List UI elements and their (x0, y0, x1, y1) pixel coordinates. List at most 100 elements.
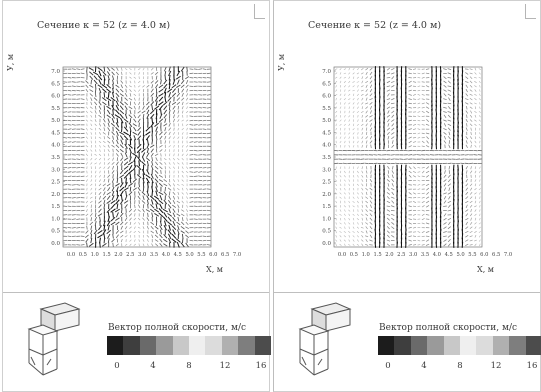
x-tick-label: 1.0 (362, 252, 370, 258)
velocity-vectors (63, 66, 211, 248)
x-tick-label: 3.0 (138, 252, 146, 258)
legend-swatch (509, 336, 526, 355)
legend-swatch (254, 336, 272, 355)
legend-swatch (123, 336, 140, 355)
y-tick-label: 1.5 (51, 204, 60, 210)
y-tick-label: 6.0 (322, 94, 331, 100)
section-title: Сечение к = 52 (z = 4.0 м) (308, 20, 442, 31)
x-tick-label: 4.0 (162, 252, 170, 258)
legend-tick-label: 12 (219, 361, 231, 371)
legend-swatch (525, 336, 541, 355)
legend-swatch (156, 336, 173, 355)
velocity-vectors (334, 66, 482, 248)
panel-left: Сечение к = 52 (z = 4.0 м) У, м 0.0 0.5 1.… (2, 0, 272, 392)
y-tick-label: 0.0 (322, 241, 331, 247)
legend-tick-label: 8 (457, 361, 463, 371)
x-tick-label: 2.0 (114, 252, 122, 258)
y-tick-label: 0.0 (51, 241, 60, 247)
x-tick-label: 4.5 (174, 252, 182, 258)
x-tick-label: 5.5 (197, 252, 205, 258)
legend-ticks: 0 4 8 12 16 (378, 361, 541, 373)
x-tick-label: 7.0 (233, 252, 241, 258)
x-tick-label: 4.0 (433, 252, 441, 258)
y-tick-label: 4.5 (322, 130, 331, 136)
y-tick-label: 2.0 (322, 192, 331, 198)
velocity-field-plot: 0.00.51.01.52.02.53.03.54.04.55.05.56.06… (51, 66, 241, 258)
legend-swatch (139, 336, 157, 355)
legend-tick-label: 0 (114, 361, 120, 371)
legend-color-bar (107, 336, 272, 355)
y-tick-label: 4.0 (322, 143, 331, 149)
y-tick-label: 7.0 (51, 69, 60, 75)
corner-fold-icon (525, 4, 536, 19)
x-tick-label: 1.0 (91, 252, 99, 258)
x-tick-label: 5.5 (468, 252, 476, 258)
y-axis-label: У, м (6, 53, 15, 71)
legend-swatch (394, 336, 411, 355)
corner-fold-icon (254, 4, 265, 19)
legend-title: Вектор полной скорости, м/с (108, 323, 247, 333)
legend-swatch (476, 336, 493, 355)
legend-tick-label: 16 (255, 361, 267, 371)
y-tick-label: 5.5 (322, 106, 331, 112)
legend-swatch (443, 336, 461, 355)
panel-divider (274, 292, 540, 293)
x-tick-label: 5.0 (185, 252, 193, 258)
legend-swatch (427, 336, 444, 355)
y-tick-label: 3.5 (51, 155, 60, 161)
legend-tick-label: 16 (526, 361, 538, 371)
x-tick-label: 2.0 (385, 252, 393, 258)
section-title: Сечение к = 52 (z = 4.0 м) (37, 20, 171, 31)
x-tick-label: 4.5 (445, 252, 453, 258)
legend-color-bar (378, 336, 541, 355)
y-tick-label: 2.5 (51, 180, 60, 186)
velocity-field-plot: 0.00.51.01.52.02.53.03.54.04.55.05.56.06… (322, 66, 512, 258)
x-tick-label: 0.5 (350, 252, 358, 258)
x-tick-label: 0.0 (338, 252, 346, 258)
x-tick-label: 3.0 (409, 252, 417, 258)
y-tick-label: 5.0 (51, 118, 60, 124)
y-tick-label: 0.5 (322, 229, 331, 235)
y-tick-label: 6.0 (51, 94, 60, 100)
x-tick-label: 6.5 (221, 252, 229, 258)
x-tick-label: 3.5 (150, 252, 158, 258)
legend-tick-label: 4 (421, 361, 427, 371)
y-tick-label: 4.5 (51, 130, 60, 136)
legend-swatch (221, 336, 239, 355)
x-tick-label: 6.0 (480, 252, 488, 258)
legend-swatch (107, 336, 124, 355)
y-tick-label: 1.0 (51, 216, 60, 222)
legend-tick-label: 8 (186, 361, 192, 371)
y-tick-label: 3.5 (322, 155, 331, 161)
legend-swatch (205, 336, 222, 355)
y-axis-label: У, м (277, 53, 286, 71)
panel-right: Сечение к = 52 (z = 4.0 м) У, м 0.0 0.5 1.… (273, 0, 541, 392)
legend-tick-label: 0 (385, 361, 391, 371)
y-tick-label: 7.0 (322, 69, 331, 75)
legend-swatch (410, 336, 428, 355)
x-axis-label: X, м (206, 265, 224, 274)
x-tick-label: 1.5 (102, 252, 110, 258)
panel-divider (3, 292, 269, 293)
y-tick-label: 2.5 (322, 180, 331, 186)
x-tick-label: 0.5 (79, 252, 87, 258)
boiler-schematic-icon (298, 302, 352, 376)
x-tick-label: 3.5 (421, 252, 429, 258)
y-tick-label: 5.0 (322, 118, 331, 124)
x-tick-label: 6.5 (492, 252, 500, 258)
x-tick-label: 5.0 (456, 252, 464, 258)
y-tick-label: 3.0 (322, 167, 331, 173)
legend-swatch (492, 336, 510, 355)
y-tick-label: 4.0 (51, 143, 60, 149)
y-tick-label: 1.0 (322, 216, 331, 222)
y-tick-label: 2.0 (51, 192, 60, 198)
y-tick-label: 3.0 (51, 167, 60, 173)
legend-swatch (460, 336, 477, 355)
x-tick-label: 2.5 (126, 252, 134, 258)
legend-swatch (172, 336, 190, 355)
legend-tick-label: 4 (150, 361, 156, 371)
x-tick-label: 7.0 (504, 252, 512, 258)
legend-swatch (378, 336, 395, 355)
plot-frame (333, 66, 483, 248)
y-tick-label: 1.5 (322, 204, 331, 210)
